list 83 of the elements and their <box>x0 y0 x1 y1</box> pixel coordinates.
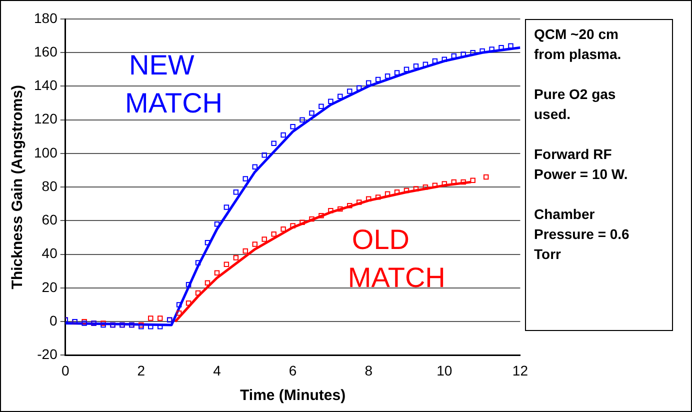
point <box>460 179 466 185</box>
point <box>262 236 267 242</box>
y-tick-label: 80 <box>42 178 58 194</box>
point <box>252 242 258 247</box>
series-label: NEW MATCH <box>125 49 223 118</box>
point <box>432 58 438 64</box>
y-tick-label: 120 <box>34 110 58 127</box>
x-tick-label: 10 <box>436 362 452 378</box>
point <box>404 188 410 194</box>
point <box>214 270 220 276</box>
point <box>290 124 296 130</box>
point <box>158 316 163 321</box>
y-tick-label: 140 <box>34 77 58 94</box>
point <box>271 140 276 146</box>
point <box>384 191 390 196</box>
point <box>280 226 286 232</box>
x-tick-label: 4 <box>213 362 222 378</box>
point <box>442 181 448 186</box>
point <box>384 74 390 79</box>
point <box>460 52 466 57</box>
point <box>204 280 210 286</box>
y-tick-label: 40 <box>42 245 58 262</box>
point <box>347 88 352 94</box>
point <box>233 255 239 260</box>
point <box>242 248 248 254</box>
point <box>366 196 372 202</box>
point <box>176 310 182 316</box>
y-tick-label: 20 <box>42 278 58 295</box>
point <box>338 206 343 212</box>
point <box>413 63 419 69</box>
point <box>318 213 324 218</box>
x-tick-label: 2 <box>137 362 146 378</box>
point <box>204 240 210 246</box>
y-tick-label: 100 <box>34 144 58 160</box>
x-tick-label: 12 <box>512 362 528 378</box>
point <box>271 232 276 237</box>
point <box>375 194 381 200</box>
point <box>347 202 352 208</box>
y-tick-label: 0 <box>50 312 58 328</box>
point <box>186 282 192 288</box>
point <box>252 164 258 170</box>
notes-box: QCM ~20 cm from plasma. Pure O2 gas used. Forward RF Power = 10 W. Chamber Pressure = 0.6 Torr <box>525 19 673 331</box>
point <box>404 66 410 72</box>
point <box>148 316 154 321</box>
y-axis-title: Thickness Gain (Angstroms) <box>9 84 26 290</box>
point <box>195 290 201 296</box>
point <box>186 300 192 306</box>
point <box>224 204 230 210</box>
point <box>309 110 314 116</box>
point <box>176 302 182 308</box>
point <box>375 76 381 82</box>
point <box>451 53 456 59</box>
y-tick-label: 180 <box>34 10 58 26</box>
x-tick-label: 0 <box>61 362 70 378</box>
point <box>470 178 476 183</box>
point <box>280 132 286 138</box>
point <box>328 98 334 104</box>
x-tick-label: 8 <box>364 362 373 378</box>
point <box>432 182 438 188</box>
point <box>356 85 362 91</box>
point <box>338 94 343 99</box>
point <box>413 186 419 192</box>
x-tick-label: 6 <box>288 362 297 378</box>
point <box>262 152 267 158</box>
point <box>300 220 305 226</box>
point <box>300 117 305 122</box>
point <box>233 190 239 195</box>
x-axis-title: Time (Minutes) <box>240 387 346 404</box>
point <box>394 70 400 76</box>
y-tick-label: -20 <box>37 346 58 362</box>
y-tick-label: 60 <box>42 212 58 228</box>
point <box>195 260 201 266</box>
point <box>318 104 324 110</box>
point <box>242 176 248 182</box>
y-tick-label: 160 <box>34 43 58 60</box>
point <box>290 223 296 228</box>
point <box>366 80 372 86</box>
point <box>309 216 314 222</box>
point <box>442 56 448 62</box>
point <box>483 174 489 180</box>
point <box>224 262 230 268</box>
series-label: OLD MATCH <box>348 224 446 294</box>
point <box>214 221 220 227</box>
